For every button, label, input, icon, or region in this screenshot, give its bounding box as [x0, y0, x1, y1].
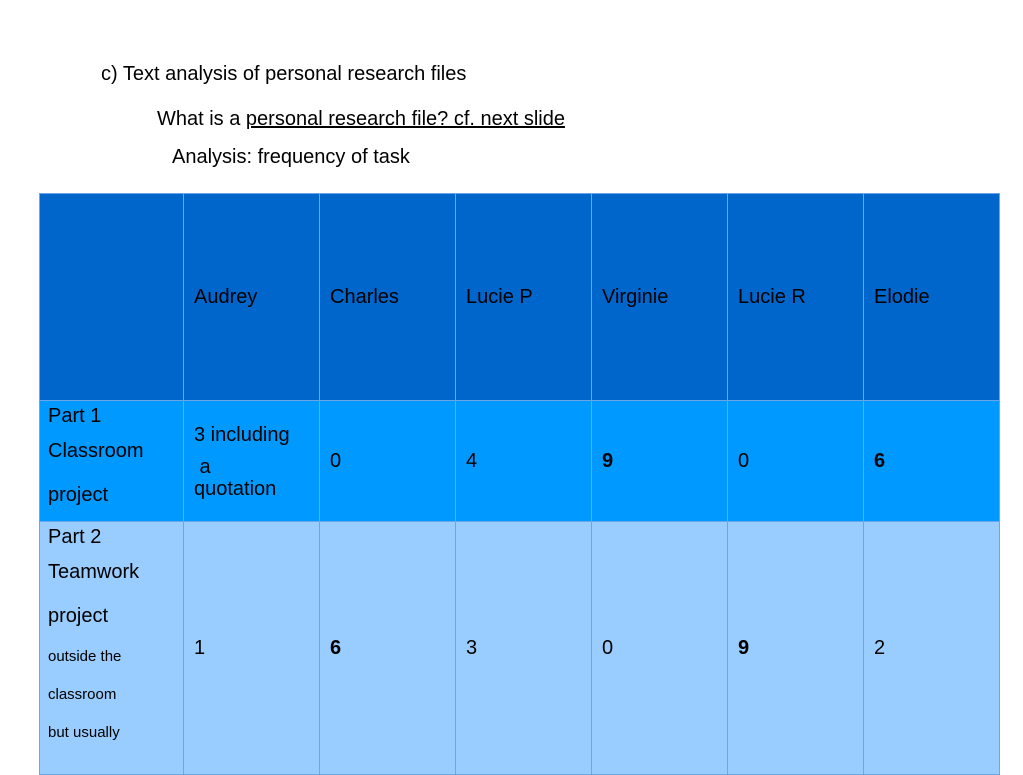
analysis-caption: Analysis: frequency of task [172, 146, 410, 168]
cell-charles: 0 [319, 400, 456, 522]
cell-lucie-p: 3 [455, 521, 592, 775]
cell-lucie-p: 4 [455, 400, 592, 522]
row-label-line: Part 1 [48, 405, 102, 427]
cell-audrey: 1 [183, 521, 320, 775]
slide-heading: c) Text analysis of personal research fi… [101, 63, 467, 85]
header-cell-charles: Charles [319, 193, 456, 401]
slide-question: What is a personal research file? cf. ne… [157, 108, 565, 131]
header-cell-elodie: Elodie [863, 193, 1000, 401]
row-label-line: Teamwork [48, 561, 140, 583]
cell-line: quotation [194, 478, 277, 500]
cell-charles: 6 [319, 521, 456, 775]
cell-elodie: 6 [863, 400, 1000, 522]
cell-lucie-r: 9 [727, 521, 864, 775]
row-label-part-1: Part 1 Classroom project [39, 400, 184, 522]
row-label-line: Classroom [48, 440, 144, 462]
header-cell-lucie-r: Lucie R [727, 193, 864, 401]
cell-line: 3 including [194, 424, 290, 446]
cell-audrey: 3 including a quotation [183, 400, 320, 522]
row-label-part-2: Part 2 Teamwork project outside the clas… [39, 521, 184, 775]
cell-line: a [194, 456, 211, 478]
header-cell-audrey: Audrey [183, 193, 320, 401]
personal-research-file-link[interactable]: personal research file? cf. next slide [245, 108, 565, 130]
row-label-note: but usually [48, 724, 120, 741]
row-label-line: project [48, 605, 109, 627]
table-row: Part 1 Classroom project 3 including a q… [39, 400, 1000, 522]
question-prefix: What is a [157, 108, 246, 130]
row-label-line: Part 2 [48, 526, 102, 548]
row-label-line: project [48, 484, 109, 506]
cell-virginie: 9 [591, 400, 728, 522]
table-header-row: Audrey Charles Lucie P Virginie Lucie R … [39, 193, 1000, 401]
cell-elodie: 2 [863, 521, 1000, 775]
table-row: Part 2 Teamwork project outside the clas… [39, 521, 1000, 775]
header-cell-lucie-p: Lucie P [455, 193, 592, 401]
cell-virginie: 0 [591, 521, 728, 775]
frequency-table: Audrey Charles Lucie P Virginie Lucie R … [39, 193, 1000, 775]
header-cell-empty [39, 193, 184, 401]
row-label-note: outside the [48, 648, 122, 665]
cell-lucie-r: 0 [727, 400, 864, 522]
header-cell-virginie: Virginie [591, 193, 728, 401]
row-label-note: classroom [48, 686, 117, 703]
